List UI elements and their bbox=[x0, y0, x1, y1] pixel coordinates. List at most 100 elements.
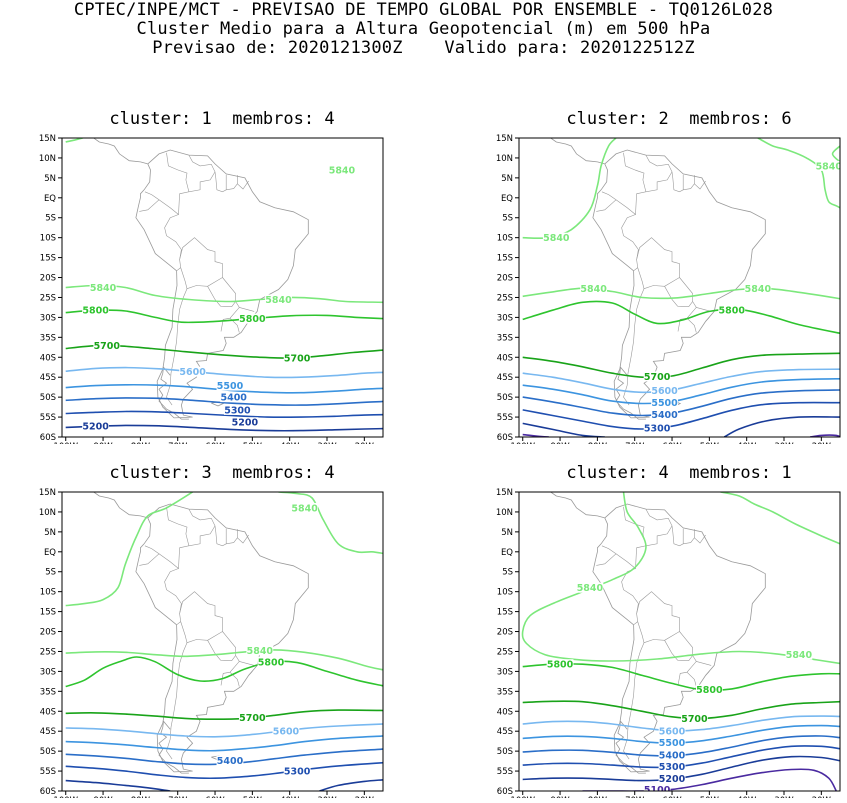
coastline-islands bbox=[158, 720, 189, 774]
lat-tick-label: 45S bbox=[40, 727, 56, 737]
contour-label-5840: 5840 bbox=[291, 503, 318, 514]
contour-5600 bbox=[65, 366, 383, 379]
lat-tick-label: 5S bbox=[502, 568, 513, 578]
lon-tick-label: 60W bbox=[205, 796, 225, 798]
coastline-hispaniola bbox=[161, 119, 183, 126]
contour-label-5840: 5840 bbox=[745, 284, 772, 295]
country-border bbox=[237, 180, 249, 190]
lat-tick-label: 35S bbox=[497, 333, 513, 343]
contour-5500 bbox=[522, 724, 840, 745]
coastline-central-america bbox=[93, 492, 148, 519]
contour-5200 bbox=[65, 779, 171, 791]
coastline-jamaica bbox=[147, 478, 155, 480]
contour-5400 bbox=[65, 397, 383, 406]
contour-5300 bbox=[522, 745, 840, 769]
country-border bbox=[621, 568, 639, 626]
lat-tick-label: 15N bbox=[496, 134, 513, 144]
lat-tick-label: 5S bbox=[45, 214, 56, 224]
country-border bbox=[636, 591, 680, 644]
country-border bbox=[683, 529, 695, 545]
coastline-islands bbox=[158, 366, 189, 420]
contour-5840 bbox=[831, 145, 840, 163]
contour-label-5840: 5840 bbox=[543, 233, 570, 244]
lon-tick-label: 30W bbox=[317, 442, 337, 444]
contour-5800 bbox=[65, 309, 383, 324]
lon-tick-label: 20W bbox=[355, 796, 375, 798]
lon-tick-label: 50W bbox=[700, 442, 720, 444]
contour-5200 bbox=[522, 422, 605, 437]
country-border bbox=[677, 655, 697, 686]
lat-tick-label: 10S bbox=[40, 588, 56, 598]
contour-5300 bbox=[65, 410, 383, 419]
contour-label-5400: 5400 bbox=[659, 751, 686, 762]
country-border bbox=[621, 214, 639, 272]
lon-tick-label: 70W bbox=[625, 442, 645, 444]
contour-5200 bbox=[522, 755, 840, 782]
contour-label-5300: 5300 bbox=[224, 405, 251, 416]
contour-5700 bbox=[65, 709, 383, 720]
lat-tick-label: 15N bbox=[39, 134, 56, 144]
contour-label-5200: 5200 bbox=[659, 774, 686, 785]
lon-tick-label: 90W bbox=[550, 442, 570, 444]
coastline-hispaniola bbox=[618, 473, 640, 480]
coastline-central-america bbox=[550, 138, 605, 165]
panel-title: cluster: 1 membros: 4 bbox=[109, 109, 335, 129]
contour-5840 bbox=[522, 287, 840, 300]
lat-tick-label: 10N bbox=[496, 154, 513, 164]
contour-label-5700: 5700 bbox=[284, 354, 311, 365]
panel-cluster-1: cluster: 1 membros: 4 5840 5840 5840 5800 58… bbox=[0, 108, 400, 444]
country-border bbox=[686, 317, 697, 333]
lat-tick-label: 55S bbox=[40, 767, 56, 777]
country-border bbox=[226, 175, 238, 191]
lon-tick-label: 20W bbox=[812, 796, 832, 798]
lat-tick-label: 50S bbox=[497, 747, 513, 757]
contour-5840 bbox=[65, 649, 383, 671]
country-border bbox=[623, 288, 645, 406]
country-border bbox=[239, 661, 255, 666]
country-border bbox=[671, 525, 684, 547]
lon-tick-label: 90W bbox=[550, 796, 570, 798]
lat-tick-label: 25S bbox=[40, 293, 56, 303]
country-border bbox=[220, 301, 240, 332]
coastline-central-america bbox=[550, 492, 605, 519]
contour-5840 bbox=[278, 492, 383, 555]
country-border bbox=[226, 529, 238, 545]
lon-tick-label: 30W bbox=[317, 796, 337, 798]
country-border bbox=[664, 277, 693, 307]
lat-tick-label: 55S bbox=[497, 413, 513, 423]
contour-label-5800: 5800 bbox=[696, 685, 723, 696]
coastline-jamaica bbox=[147, 124, 155, 126]
header-title-line-2: Cluster Medio para a Altura Geopotencial… bbox=[136, 19, 711, 39]
lat-tick-label: 60S bbox=[497, 787, 513, 797]
country-border bbox=[166, 288, 188, 406]
panel-cluster-3: cluster: 3 membros: 4 5840 5840 5800 5700 56… bbox=[0, 462, 400, 798]
country-border bbox=[664, 631, 693, 661]
country-border bbox=[645, 154, 673, 193]
coastline-puerto-rico bbox=[188, 124, 194, 126]
lat-tick-label: 15N bbox=[39, 488, 56, 498]
land-outline bbox=[550, 473, 766, 774]
coastline-cuba bbox=[579, 108, 618, 119]
lat-tick-label: 10S bbox=[497, 588, 513, 598]
contour-label-5600: 5600 bbox=[179, 367, 206, 378]
map-frame bbox=[518, 137, 841, 438]
coastline-hispaniola bbox=[618, 119, 640, 126]
lat-tick-label: 15S bbox=[497, 608, 513, 618]
lat-tick-label: 30S bbox=[40, 313, 56, 323]
contour-label-5840: 5840 bbox=[247, 646, 274, 657]
lat-tick-label: 50S bbox=[40, 393, 56, 403]
lat-tick-label: 35S bbox=[40, 687, 56, 697]
contour-label-5840: 5840 bbox=[577, 583, 604, 594]
lon-tick-label: 70W bbox=[168, 442, 188, 444]
lat-tick-label: 45S bbox=[40, 373, 56, 383]
lat-tick-label: EQ bbox=[44, 194, 56, 204]
country-border bbox=[237, 534, 249, 544]
lat-tick-label: 10N bbox=[39, 154, 56, 164]
country-border bbox=[623, 642, 645, 760]
lon-tick-label: 60W bbox=[662, 442, 682, 444]
contour-label-5600: 5600 bbox=[273, 726, 300, 737]
contour-5400 bbox=[65, 748, 383, 766]
lat-tick-label: 30S bbox=[40, 667, 56, 677]
lat-tick-label: EQ bbox=[501, 194, 513, 204]
contour-label-5840: 5840 bbox=[816, 161, 843, 172]
